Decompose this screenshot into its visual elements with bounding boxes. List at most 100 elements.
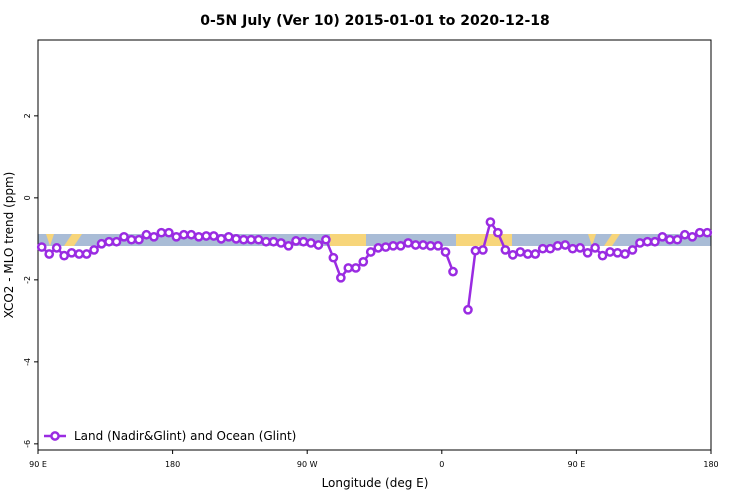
data-point	[268, 236, 279, 247]
data-point	[590, 243, 600, 253]
data-point	[36, 242, 47, 252]
x-tick-label: 180	[165, 460, 180, 469]
legend-label: Land (Nadir&Glint) and Ocean (Glint)	[74, 429, 296, 443]
data-point	[448, 266, 458, 277]
data-point	[425, 240, 436, 251]
land-band	[64, 234, 82, 246]
data-point	[582, 247, 593, 258]
y-tick-label: -2	[23, 276, 32, 284]
data-point	[66, 247, 77, 258]
data-point	[612, 247, 623, 258]
data-point	[253, 234, 264, 245]
data-point	[164, 227, 174, 238]
data-point	[410, 240, 421, 250]
y-axis-label: XCO2 - MLO trend (ppm)	[2, 172, 16, 319]
data-point	[694, 227, 705, 238]
data-point	[246, 234, 256, 245]
data-point	[433, 240, 443, 251]
data-point	[328, 252, 339, 263]
y-tick-label: 2	[23, 113, 32, 118]
data-point	[89, 245, 99, 255]
data-point	[358, 256, 369, 267]
y-tick-label: -6	[23, 440, 32, 448]
data-point	[380, 242, 391, 252]
x-tick-label: 90 W	[297, 460, 318, 469]
data-point	[575, 243, 585, 253]
data-point	[665, 234, 675, 245]
data-point	[485, 217, 496, 227]
data-point	[605, 247, 615, 257]
y-tick-label: 0	[23, 195, 32, 200]
data-point	[193, 231, 204, 242]
data-point	[216, 234, 227, 244]
x-axis-label: Longitude (deg E)	[322, 476, 429, 490]
data-point	[373, 243, 384, 253]
data-point	[493, 227, 503, 238]
data-point	[336, 272, 346, 283]
data-point	[321, 234, 331, 245]
data-point	[507, 249, 518, 260]
data-point	[111, 236, 122, 247]
data-point	[635, 238, 645, 248]
data-point	[156, 227, 167, 238]
data-point	[418, 240, 428, 250]
data-point	[545, 243, 556, 254]
x-tick-label: 0	[439, 460, 444, 469]
data-point	[679, 229, 690, 240]
data-point	[74, 249, 84, 259]
data-point	[208, 231, 219, 241]
x-tick-label: 180	[703, 460, 718, 469]
data-point	[291, 236, 301, 246]
data-point	[149, 231, 159, 242]
data-point	[81, 249, 92, 259]
data-point	[231, 234, 242, 244]
data-point	[650, 236, 660, 247]
data-point	[627, 245, 638, 255]
data-point	[298, 236, 309, 247]
data-point	[515, 247, 526, 257]
legend-marker	[50, 431, 60, 441]
data-point	[178, 229, 189, 240]
data-point	[306, 238, 316, 248]
data-point	[51, 243, 62, 253]
data-point	[403, 238, 413, 248]
data-point	[276, 238, 286, 248]
data-point	[104, 236, 114, 247]
land-band	[588, 234, 596, 246]
data-point	[119, 231, 129, 242]
data-point	[687, 231, 698, 242]
data-point	[440, 247, 451, 257]
data-point	[702, 227, 713, 238]
data-point	[395, 240, 406, 251]
data-point	[141, 229, 152, 240]
data-point	[313, 240, 324, 250]
data-point	[171, 231, 182, 242]
data-point	[238, 234, 249, 245]
data-point	[59, 250, 70, 261]
data-point	[365, 247, 376, 257]
land-band	[330, 234, 366, 246]
data-point	[343, 263, 354, 273]
data-point	[530, 249, 541, 259]
chart-title: 0-5N July (Ver 10) 2015-01-01 to 2020-12…	[200, 13, 550, 29]
data-point	[672, 234, 683, 245]
data-point	[388, 240, 399, 251]
data-point	[560, 240, 571, 250]
data-point	[470, 245, 481, 256]
y-tick-label: -4	[23, 358, 32, 366]
data-point	[223, 231, 234, 242]
data-point	[642, 236, 653, 247]
data-point	[597, 250, 608, 261]
data-point	[350, 263, 361, 273]
data-point	[657, 231, 668, 242]
data-point	[96, 238, 107, 249]
x-tick-label: 90 E	[29, 460, 47, 469]
data-point	[134, 234, 144, 245]
data-point	[201, 231, 212, 241]
data-point	[186, 229, 197, 240]
land-band	[46, 234, 54, 246]
data-point	[552, 240, 563, 251]
data-point	[44, 249, 55, 259]
data-point	[126, 234, 137, 245]
